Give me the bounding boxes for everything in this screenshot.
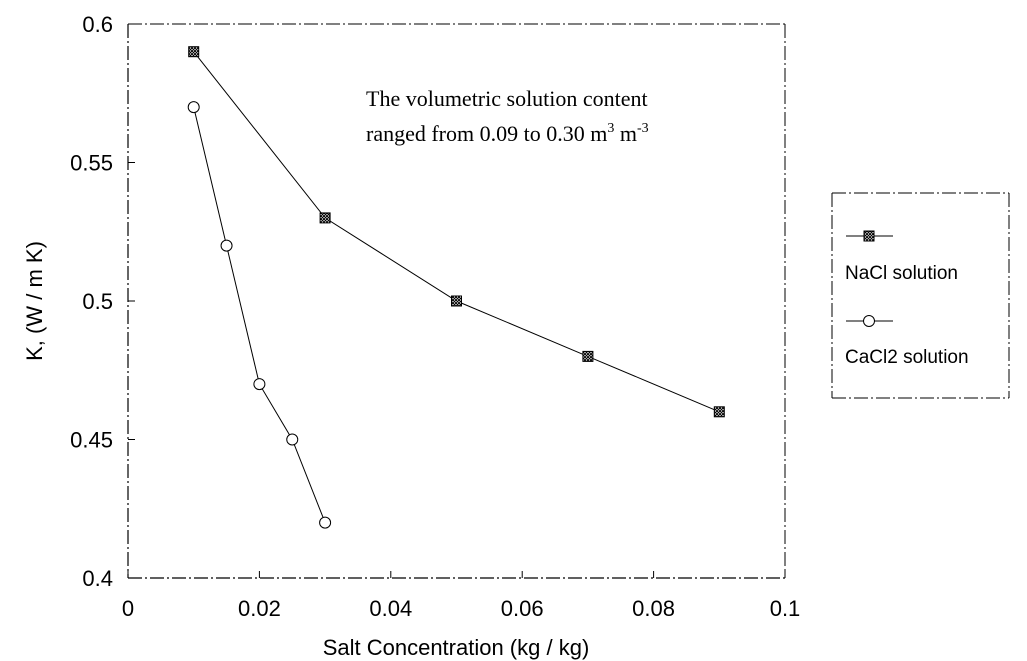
x-tick-label: 0.1 — [770, 596, 801, 621]
data-point — [286, 433, 299, 446]
legend-cacl2-marker — [863, 315, 875, 327]
series-0 — [188, 46, 725, 418]
series-layer — [187, 46, 725, 529]
data-point — [451, 295, 462, 307]
annotation-line-2-mid: m — [614, 121, 637, 146]
y-tick-label: 0.45 — [70, 428, 113, 453]
y-tick-label: 0.6 — [82, 12, 113, 37]
x-axis-ticks: 0 0.02 0.04 0.06 0.08 0.1 — [122, 571, 800, 621]
y-axis-title: K, (W / m K) — [22, 241, 47, 361]
x-tick-label: 0.06 — [501, 596, 544, 621]
annotation-line-2-prefix: ranged from 0.09 to 0.30 m — [366, 121, 607, 146]
legend-nacl-marker — [863, 230, 875, 242]
annotation-sup-2: -3 — [637, 121, 649, 136]
data-point — [188, 46, 200, 58]
x-tick-label: 0.08 — [632, 596, 675, 621]
y-tick-label: 0.55 — [70, 151, 113, 176]
x-axis-title: Salt Concentration (kg / kg) — [323, 635, 590, 660]
data-point — [187, 101, 200, 114]
legend-cacl2-label: CaCl2 solution — [845, 347, 969, 368]
x-tick-label: 0.04 — [369, 596, 412, 621]
legend: NaCl solution CaCl2 solution — [831, 192, 1010, 399]
x-tick-label: 0.02 — [238, 596, 281, 621]
x-tick-label: 0 — [122, 596, 134, 621]
data-point — [582, 350, 594, 362]
legend-nacl-label: NaCl solution — [845, 263, 958, 284]
data-point — [319, 516, 332, 529]
data-point — [253, 378, 266, 391]
data-point — [220, 239, 233, 252]
series-line — [193, 106, 326, 523]
annotation-line-1: The volumetric solution content — [366, 86, 648, 111]
annotation-sup-1: 3 — [607, 121, 614, 136]
series-1 — [187, 101, 332, 529]
y-axis-ticks: 0.4 0.45 0.5 0.55 0.6 — [70, 12, 135, 591]
annotation-line-2: ranged from 0.09 to 0.30 m3 m-3 — [366, 121, 649, 146]
data-point — [319, 212, 331, 224]
data-point — [713, 406, 725, 418]
y-tick-label: 0.4 — [82, 566, 113, 591]
y-tick-label: 0.5 — [82, 289, 113, 314]
